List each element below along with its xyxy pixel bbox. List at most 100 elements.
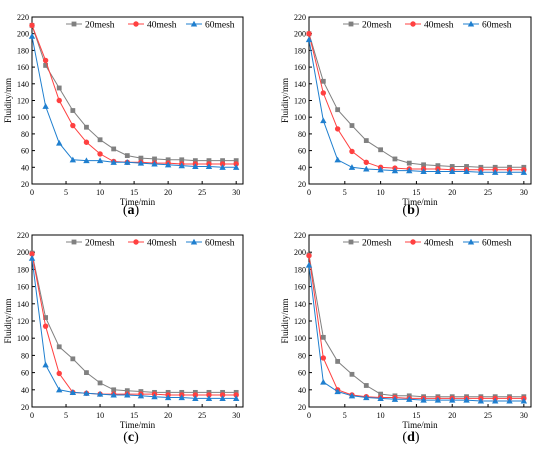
data-point-20mesh bbox=[378, 391, 384, 397]
y-tick-label: 60 bbox=[21, 147, 29, 156]
series-line-20mesh bbox=[308, 33, 524, 168]
data-point-40mesh bbox=[56, 370, 62, 377]
data-point-60mesh bbox=[151, 160, 158, 167]
legend-marker-40mesh bbox=[133, 239, 139, 245]
panel-letter: b bbox=[407, 203, 415, 218]
y-tick-label: 120 bbox=[294, 317, 306, 326]
data-point-20mesh bbox=[335, 359, 341, 364]
y-tick-label: 120 bbox=[17, 317, 29, 326]
legend-marker-40mesh bbox=[410, 21, 416, 27]
data-point-40mesh bbox=[192, 392, 199, 398]
data-point-60mesh bbox=[334, 156, 341, 163]
data-point-60mesh bbox=[363, 394, 370, 401]
y-tick-label: 20 bbox=[298, 403, 306, 412]
data-point-20mesh bbox=[97, 380, 103, 386]
data-point-20mesh bbox=[97, 137, 103, 143]
data-point-60mesh bbox=[56, 386, 63, 393]
y-tick-label: 180 bbox=[294, 46, 306, 55]
data-point-20mesh bbox=[320, 334, 326, 340]
data-point-60mesh bbox=[520, 397, 528, 404]
data-point-60mesh bbox=[83, 157, 90, 164]
data-point-60mesh bbox=[42, 103, 49, 109]
chart-panel-d: 20 40 60 80 100 120 140 160 180 200 220 0 5 10 15 20 25 3… bbox=[280, 231, 532, 445]
x-tick-label: 25 bbox=[484, 411, 492, 420]
series-line-20mesh bbox=[308, 254, 524, 398]
y-tick-label: 80 bbox=[21, 130, 29, 139]
data-point-60mesh bbox=[348, 164, 356, 170]
data-point-20mesh bbox=[179, 157, 185, 163]
data-point-20mesh bbox=[138, 155, 144, 161]
data-point-40mesh bbox=[334, 126, 341, 132]
legend-marker-60mesh bbox=[190, 238, 198, 245]
x-tick-label: 15 bbox=[130, 411, 138, 420]
x-tick-label: 20 bbox=[164, 188, 172, 197]
x-tick-label: 25 bbox=[198, 411, 206, 420]
data-point-60mesh bbox=[151, 393, 158, 400]
y-tick-label: 40 bbox=[298, 386, 306, 395]
data-point-20mesh bbox=[449, 164, 455, 169]
data-point-60mesh bbox=[110, 159, 117, 165]
data-point-20mesh bbox=[43, 63, 49, 68]
data-point-20mesh bbox=[435, 163, 441, 169]
plot-frame bbox=[308, 16, 532, 185]
chart-panel-c: 20 40 60 80 100 120 140 160 180 200 220 0 5 10 15 20 25 3… bbox=[3, 231, 244, 445]
y-tick-label: 100 bbox=[294, 334, 306, 343]
data-point-40mesh bbox=[320, 90, 327, 96]
data-point-20mesh bbox=[84, 124, 89, 130]
legend-label: 20mesh bbox=[362, 21, 392, 31]
plot-frame bbox=[31, 234, 244, 408]
data-point-20mesh bbox=[421, 162, 426, 168]
data-point-60mesh bbox=[205, 395, 213, 401]
data-point-60mesh bbox=[232, 164, 240, 170]
data-point-20mesh bbox=[111, 387, 117, 393]
data-point-60mesh bbox=[124, 391, 131, 398]
y-tick-label: 40 bbox=[21, 386, 29, 395]
data-point-20mesh bbox=[56, 85, 62, 91]
data-point-60mesh bbox=[434, 396, 442, 403]
data-point-40mesh bbox=[206, 392, 212, 398]
panel-label: (b) bbox=[402, 203, 419, 218]
data-point-40mesh bbox=[306, 252, 312, 259]
data-point-60mesh bbox=[42, 361, 49, 368]
x-axis-label: Time/min bbox=[402, 197, 438, 207]
panel-label: (a) bbox=[123, 203, 140, 218]
panel-label: (c) bbox=[123, 430, 139, 445]
series-line-40mesh bbox=[31, 253, 237, 396]
legend-marker-20mesh bbox=[71, 21, 77, 27]
y-tick-label: 160 bbox=[294, 283, 306, 292]
y-tick-label: 60 bbox=[298, 147, 306, 156]
data-point-60mesh bbox=[406, 167, 413, 174]
data-point-20mesh bbox=[111, 146, 117, 152]
data-point-20mesh bbox=[152, 156, 157, 162]
data-point-60mesh bbox=[124, 159, 131, 165]
y-tick-label: 220 bbox=[17, 231, 29, 240]
y-tick-label: 80 bbox=[21, 351, 29, 360]
y-tick-label: 200 bbox=[294, 30, 306, 39]
data-point-60mesh bbox=[520, 169, 528, 175]
x-tick-label: 30 bbox=[520, 411, 528, 420]
y-tick-label: 40 bbox=[21, 163, 29, 172]
data-point-60mesh bbox=[83, 390, 90, 396]
y-axis-label: Fluidity/mm bbox=[280, 78, 290, 123]
legend-label: 40mesh bbox=[147, 21, 177, 31]
y-tick-label: 140 bbox=[294, 300, 306, 309]
data-point-20mesh bbox=[165, 157, 171, 163]
data-point-60mesh bbox=[377, 395, 384, 401]
data-point-60mesh bbox=[320, 117, 327, 124]
series-line-40mesh bbox=[31, 25, 237, 165]
data-point-60mesh bbox=[420, 396, 427, 403]
x-tick-label: 0 bbox=[30, 411, 34, 420]
legend-marker-60mesh bbox=[467, 20, 475, 27]
x-tick-label: 20 bbox=[448, 411, 456, 420]
data-point-20mesh bbox=[124, 388, 130, 394]
data-point-60mesh bbox=[178, 162, 185, 169]
y-tick-label: 160 bbox=[17, 283, 29, 292]
legend-label: 60mesh bbox=[482, 239, 512, 249]
y-tick-label: 20 bbox=[298, 180, 306, 189]
y-tick-label: 220 bbox=[17, 13, 29, 22]
data-point-60mesh bbox=[219, 164, 226, 170]
data-point-40mesh bbox=[233, 392, 239, 398]
data-point-40mesh bbox=[70, 122, 76, 129]
y-tick-label: 60 bbox=[298, 369, 306, 378]
data-point-60mesh bbox=[164, 394, 172, 401]
